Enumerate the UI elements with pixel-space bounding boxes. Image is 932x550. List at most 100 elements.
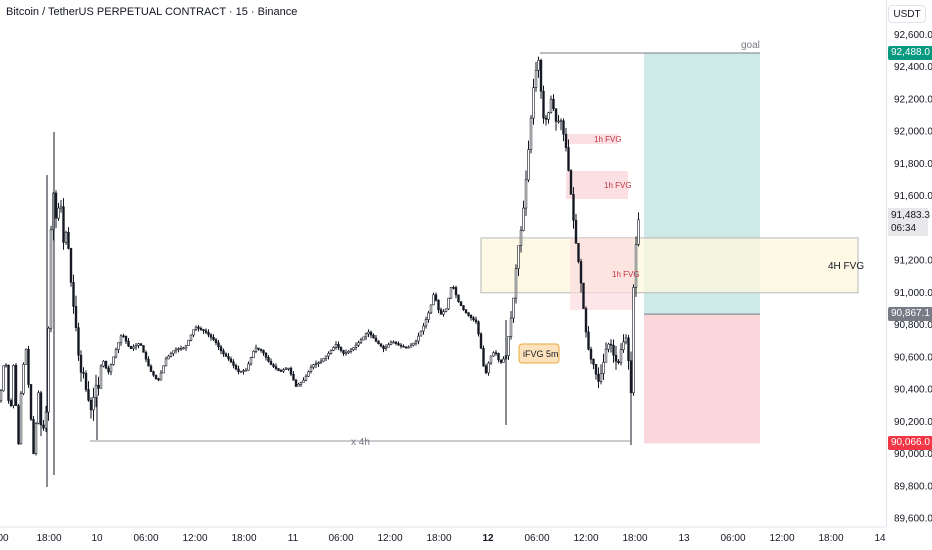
candle-body xyxy=(622,341,625,350)
candle-body xyxy=(334,344,338,348)
candle-body xyxy=(429,304,433,314)
time-tick-label: 14 xyxy=(874,533,886,544)
candle-body xyxy=(217,342,220,348)
candle-body xyxy=(347,351,350,354)
candle-body xyxy=(514,268,518,299)
candle-body xyxy=(599,373,603,382)
candle-body xyxy=(447,297,450,310)
fvg-1h-label: 1h FVG xyxy=(594,135,622,144)
candle-body xyxy=(179,347,183,350)
candle-body xyxy=(634,244,638,288)
loss-zone xyxy=(644,314,760,444)
candle-body xyxy=(322,358,325,362)
candle-body xyxy=(332,347,335,351)
candle-body xyxy=(259,348,263,351)
candle-body xyxy=(14,365,18,406)
candle-body xyxy=(214,339,218,344)
fvg-1h-zone xyxy=(566,171,628,199)
candle-body xyxy=(614,354,618,362)
candle-body xyxy=(4,364,8,367)
time-tick-label: 18:00 xyxy=(231,533,256,544)
time-tick-label: 06:00 xyxy=(524,533,549,544)
candle-body xyxy=(427,312,430,320)
candle-body xyxy=(337,344,340,348)
candle-body xyxy=(424,319,428,327)
candle-body xyxy=(49,229,53,329)
candle-body xyxy=(549,98,553,113)
currency-unit-button[interactable]: USDT xyxy=(888,5,926,23)
candle-body xyxy=(82,371,85,374)
candle-body xyxy=(354,344,358,348)
candle-body xyxy=(574,219,578,244)
candle-body xyxy=(617,360,620,363)
candle-body xyxy=(352,347,355,351)
candle-body xyxy=(102,360,105,367)
price-tick-label: 91,200.0 xyxy=(894,256,932,267)
price-tick-label: 92,400.0 xyxy=(894,62,932,73)
candle-body xyxy=(299,381,303,385)
candle-body xyxy=(162,365,165,374)
candle-body xyxy=(242,370,245,372)
candle-body xyxy=(524,179,528,209)
candle-body xyxy=(542,90,545,119)
candle-body xyxy=(437,299,440,310)
candle-body xyxy=(139,343,143,346)
price-tick-label: 90,800.0 xyxy=(894,320,932,331)
candle-body xyxy=(222,350,225,355)
candle-body xyxy=(452,287,455,289)
candle-body xyxy=(22,364,25,394)
time-tick-label: 18:00 xyxy=(426,533,451,544)
candle-body xyxy=(479,333,483,349)
candle-body xyxy=(177,348,180,350)
candle-body xyxy=(342,350,345,354)
candle-body xyxy=(282,369,285,372)
candle-body xyxy=(457,294,460,302)
time-tick-label: 06:00 xyxy=(133,533,158,544)
price-tick-label: 91,600.0 xyxy=(894,191,932,202)
candle-body xyxy=(627,337,630,362)
candle-body xyxy=(119,335,123,344)
candle-body xyxy=(572,194,575,221)
candle-body xyxy=(84,373,88,390)
candle-body xyxy=(362,336,365,341)
candle-body xyxy=(357,342,360,346)
candle-body xyxy=(314,363,318,366)
time-tick-label: 12:00 xyxy=(769,533,794,544)
time-tick-label: 18:00 xyxy=(622,533,647,544)
price-tick-label: 89,800.0 xyxy=(894,481,932,492)
candle-body xyxy=(319,360,323,363)
range-label: x 4h xyxy=(351,437,370,448)
candle-body xyxy=(142,345,145,353)
candle-body xyxy=(302,379,305,383)
candle-body xyxy=(364,333,368,338)
candle-body xyxy=(239,370,243,373)
time-tick-label: 11 xyxy=(288,533,299,544)
candle-body xyxy=(554,108,558,122)
candle-body xyxy=(494,352,498,355)
candle-body xyxy=(474,319,478,323)
candle-body xyxy=(534,69,538,88)
candle-body xyxy=(587,331,590,350)
candle-body xyxy=(62,206,65,243)
candle-body xyxy=(39,392,43,426)
candle-body xyxy=(227,356,230,360)
candle-body xyxy=(594,364,598,375)
candle-body xyxy=(112,356,115,365)
price-tick-label: 90,200.0 xyxy=(894,417,932,428)
candle-body xyxy=(67,231,70,249)
candle-body xyxy=(109,364,113,373)
candle-body xyxy=(527,149,530,181)
candle-body xyxy=(184,345,188,349)
candle-body xyxy=(54,192,58,219)
candle-body xyxy=(412,342,415,346)
candle-body xyxy=(462,305,465,310)
candle-body xyxy=(292,373,295,381)
goal-label: goal xyxy=(741,40,760,51)
price-tick-label: 90,000.0 xyxy=(894,449,932,460)
ifvg-label: iFVG 5m xyxy=(523,349,559,359)
candle-body xyxy=(612,344,615,356)
candle-body xyxy=(167,355,170,360)
candle-body xyxy=(74,306,78,328)
